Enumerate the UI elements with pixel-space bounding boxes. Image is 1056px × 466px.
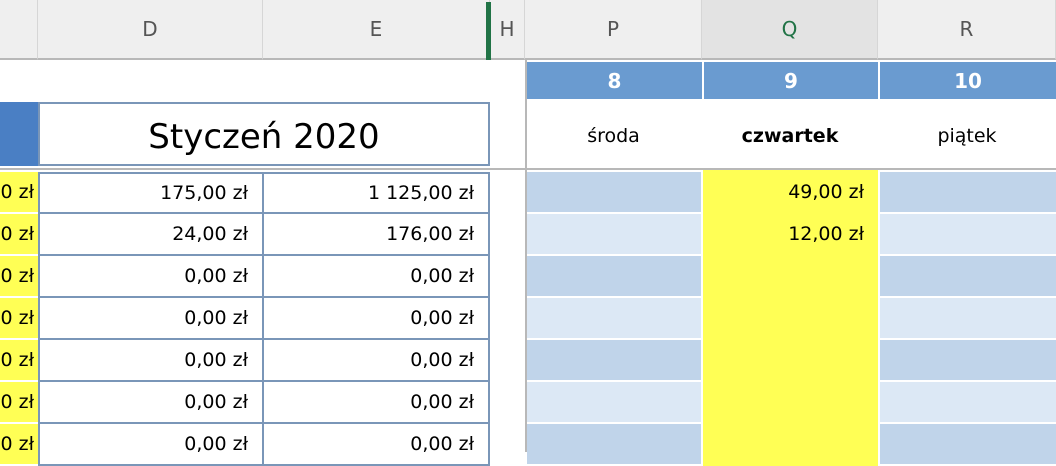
day-cell-q[interactable] [703, 422, 878, 466]
amount-cell-e[interactable]: 0,00 zł [262, 424, 490, 466]
day-cell-q[interactable] [703, 296, 878, 340]
amount-cell-e[interactable]: 0,00 zł [262, 340, 490, 382]
day-cell-p[interactable] [527, 340, 701, 380]
month-title[interactable]: Styczeń 2020 [38, 102, 490, 166]
title-accent-cell[interactable] [0, 102, 38, 166]
day-cell-q[interactable] [703, 338, 878, 382]
amount-cell-d[interactable]: 0,00 zł [38, 424, 264, 466]
amount-cell-d[interactable]: 0,00 zł [38, 298, 264, 340]
day-cell-p[interactable] [527, 298, 701, 338]
column-header-e[interactable]: E [263, 0, 490, 60]
frozen-pane-divider[interactable] [486, 2, 491, 60]
day-number[interactable]: 10 [880, 62, 1056, 99]
day-cell-r[interactable] [880, 340, 1056, 380]
day-name[interactable]: piątek [937, 125, 997, 147]
day-cell-r[interactable] [880, 214, 1056, 254]
amount-cell-d[interactable]: 24,00 zł [38, 214, 264, 256]
column-header-c[interactable] [0, 0, 38, 60]
amount-cell-e[interactable]: 0,00 zł [262, 382, 490, 424]
day-cell-p[interactable] [527, 256, 701, 296]
day-cell-p[interactable] [527, 382, 701, 422]
amount-cell-e[interactable]: 0,00 zł [262, 298, 490, 340]
column-header-r[interactable]: R [878, 0, 1056, 60]
day-cell-q[interactable]: 49,00 zł [703, 170, 878, 214]
amount-cell-e[interactable]: 0,00 zł [262, 256, 490, 298]
amount-cell[interactable]: 0 zł [0, 382, 38, 422]
amount-cell-d[interactable]: 0,00 zł [38, 382, 264, 424]
day-cell-p[interactable] [527, 172, 701, 212]
day-cell-r[interactable] [880, 298, 1056, 338]
amount-cell[interactable]: 0 zł [0, 340, 38, 380]
day-cell-r[interactable] [880, 172, 1056, 212]
day-cell-q[interactable]: 12,00 zł [703, 212, 878, 256]
day-cell-r[interactable] [880, 424, 1056, 464]
amount-cell-e[interactable]: 1 125,00 zł [262, 172, 490, 214]
day-cell-q[interactable] [703, 380, 878, 424]
day-cell-r[interactable] [880, 382, 1056, 422]
amount-cell[interactable]: 0 zł [0, 424, 38, 464]
amount-cell[interactable]: 0 zł [0, 256, 38, 296]
column-border [525, 60, 527, 452]
column-header-q[interactable]: Q [702, 0, 878, 60]
amount-cell-d[interactable]: 175,00 zł [38, 172, 264, 214]
day-cell-p[interactable] [527, 424, 701, 464]
amount-cell-e[interactable]: 176,00 zł [262, 214, 490, 256]
day-cell-q[interactable] [703, 254, 878, 298]
amount-cell-d[interactable]: 0,00 zł [38, 256, 264, 298]
column-header-h[interactable]: H [490, 0, 525, 60]
column-header-p[interactable]: P [525, 0, 702, 60]
amount-cell-d[interactable]: 0,00 zł [38, 340, 264, 382]
day-cell-p[interactable] [527, 214, 701, 254]
day-name[interactable]: czwartek [741, 125, 839, 147]
day-name[interactable]: środa [587, 125, 640, 147]
day-cell-r[interactable] [880, 256, 1056, 296]
frozen-row-divider [0, 168, 1056, 170]
day-number[interactable]: 9 [704, 62, 878, 99]
amount-cell[interactable]: 0 zł [0, 214, 38, 254]
column-header-d[interactable]: D [38, 0, 263, 60]
amount-cell[interactable]: 0 zł [0, 298, 38, 338]
day-number[interactable]: 8 [527, 62, 702, 99]
amount-cell[interactable]: 0 zł [0, 172, 38, 212]
